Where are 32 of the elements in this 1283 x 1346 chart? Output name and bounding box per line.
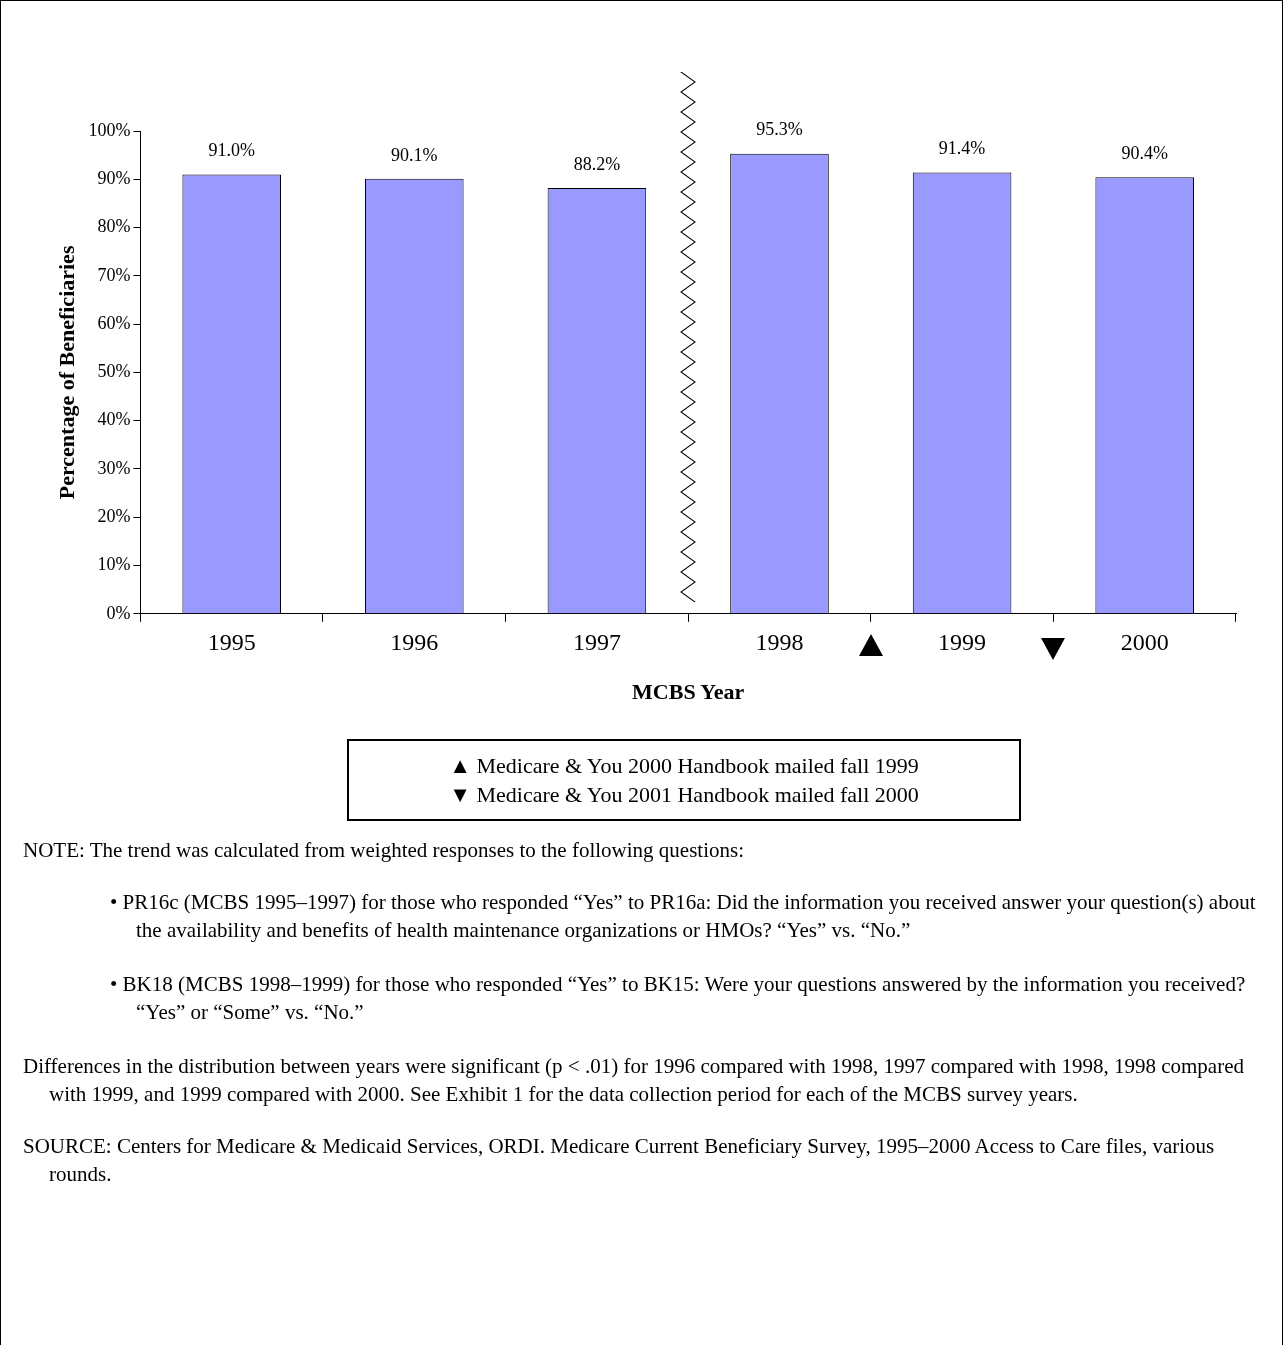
y-tick-label: 70% <box>97 264 131 285</box>
x-tick-label: 1995 <box>207 629 256 656</box>
x-tick-label: 1999 <box>938 629 987 656</box>
x-tick-label: 2000 <box>1120 629 1169 656</box>
source-note: SOURCE: Centers for Medicare & Medicaid Services, ORDI. Medicare Current Beneficiary Survey, 1995–2000 Access to Care files, various rounds. <box>23 1133 1216 1188</box>
y-tick-label: 0% <box>106 602 131 623</box>
y-tick-label: 30% <box>97 457 131 478</box>
y-tick-label: 40% <box>97 409 131 430</box>
y-tick-label: 50% <box>97 361 131 382</box>
y-tick-label: 60% <box>97 312 131 333</box>
text: Differences in the distribution between years were significant (p < .01) for 1996 compared with 1998, 1997 compared with 1998, 1998 compared with 1999, and 1999 compared with 2000. See Exhibit 1 for the data collection period for each of the MCBS survey years. <box>23 1053 1245 1108</box>
text: • PR16c (MCBS 1995–1997) for those who responded “Yes” to PR16a: Did the information you received answer your question(s) about the availability and benefits of health maintenance organizations or HMOs? “Yes” vs. “No.” <box>110 889 1257 944</box>
data-label: 95.3% <box>756 119 803 140</box>
data-label: 91.0% <box>208 140 255 161</box>
y-tick-label: 20% <box>97 505 131 526</box>
text: ▼ Medicare & You 2001 Handbook mailed fall 2000 <box>448 781 920 809</box>
text: • BK18 (MCBS 1998–1999) for those who responded “Yes” to BK15: Were your questions answered by the information you received? “Yes” or “Some” vs. “No.” <box>110 971 1247 1026</box>
y-tick-label: 80% <box>97 216 131 237</box>
x-tick-label: 1997 <box>572 629 621 656</box>
data-label: 90.1% <box>391 144 438 165</box>
text: ▲ Medicare & You 2000 Handbook mailed fall 1999 <box>448 752 920 780</box>
y-axis-title: Percentage of Beneficiaries <box>53 245 79 500</box>
data-label: 91.4% <box>938 138 986 159</box>
y-tick-label: 100% <box>88 119 131 140</box>
y-tick-label: 90% <box>97 168 131 189</box>
text: NOTE: The trend was calculated from weighted responses to the following questions: <box>23 837 746 864</box>
x-tick-label: 1996 <box>390 629 439 656</box>
y-tick-label: 10% <box>97 554 131 575</box>
x-tick-label: 1998 <box>755 629 804 656</box>
x-axis-title: MCBS Year <box>632 679 745 705</box>
data-label: 88.2% <box>573 153 621 174</box>
data-label: 90.4% <box>1121 143 1168 164</box>
